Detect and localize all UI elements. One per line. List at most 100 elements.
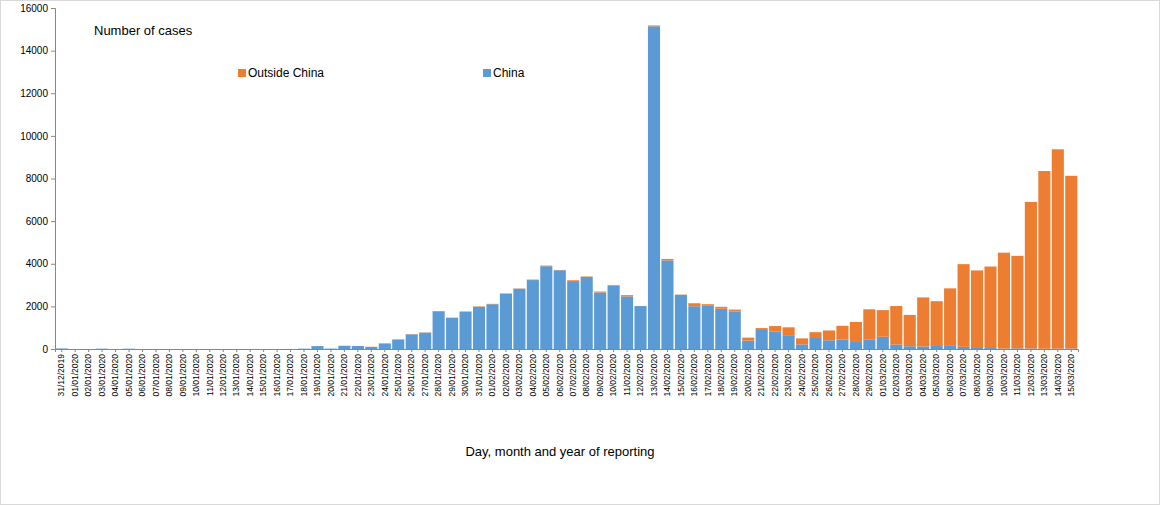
legend-label: China [493,66,525,80]
x-tick-mark [828,349,829,352]
x-tick-mark [680,349,681,352]
bar [648,25,660,27]
x-tick-mark [344,349,345,352]
x-tick-mark [532,349,533,352]
bar [944,288,956,346]
bar [379,343,391,349]
x-tick-mark [371,349,372,352]
bar [285,348,297,349]
x-tick: 25/01/2020 [393,349,403,397]
x-tick-label: 19/02/2020 [729,354,739,397]
x-tick-mark [977,349,978,352]
x-tick-label: 27/02/2020 [837,354,847,397]
x-tick-label: 08/03/2020 [972,354,982,397]
x-tick-mark [1003,349,1004,352]
bar [634,305,646,306]
series-bars [231,25,1078,349]
x-tick-mark [317,349,318,352]
x-tick-mark [546,349,547,352]
bar [863,340,875,349]
x-tick-mark [788,349,789,352]
x-tick-label: 14/01/2020 [245,354,255,397]
x-tick: 18/01/2020 [299,349,309,397]
x-tick-label: 10/01/2020 [191,354,201,397]
x-tick-label: 15/01/2020 [258,354,268,397]
x-tick-label: 05/01/2020 [124,354,134,397]
bar [69,349,81,350]
x-tick-mark [452,349,453,352]
x-tick-label: 10/03/2020 [999,354,1009,397]
bar [96,348,108,349]
x-tick-label: 23/02/2020 [783,354,793,397]
x-tick: 21/02/2020 [756,349,766,397]
bar [365,347,377,349]
bar [850,322,862,342]
bar [271,348,283,349]
bar [688,306,700,349]
bar [365,346,377,347]
bar [729,310,741,312]
x-tick-label: 07/01/2020 [151,354,161,397]
x-tick-mark [425,349,426,352]
x-tick-label: 08/02/2020 [581,354,591,397]
x-tick-mark [950,349,951,352]
x-tick: 28/02/2020 [851,349,861,397]
x-tick-mark [815,349,816,352]
x-tick-mark [734,349,735,352]
x-tick-mark [61,349,62,352]
x-tick-mark [357,349,358,352]
bar [944,346,956,349]
legend: Outside ChinaChina [238,66,525,80]
y-tick: 16000 [20,3,55,14]
x-tick-mark [169,349,170,352]
x-tick: 25/02/2020 [810,349,820,397]
y-tick-label: 10000 [20,131,48,142]
x-tick: 23/02/2020 [783,349,793,397]
bar [796,338,808,344]
bar [783,335,795,349]
bar [540,266,552,349]
x-tick: 14/02/2020 [662,349,672,397]
bar [958,264,970,347]
bar [931,301,943,346]
x-tick-label: 13/02/2020 [649,354,659,397]
bar [1052,149,1064,348]
x-tick-mark [923,349,924,352]
bar [1065,176,1077,349]
bar [231,349,243,350]
x-tick-mark [559,349,560,352]
x-tick-label: 04/02/2020 [528,354,538,397]
y-tick-mark [51,264,55,265]
x-tick-label: 01/01/2020 [70,354,80,397]
bar [56,348,68,349]
y-tick-label: 6000 [26,216,49,227]
legend-item: China [483,66,525,80]
y-tick-label: 8000 [26,173,49,184]
y-tick: 0 [42,344,55,355]
x-tick-label: 25/01/2020 [393,354,403,397]
x-tick: 30/01/2020 [460,349,470,397]
x-tick-mark [1044,349,1045,352]
x-tick-label: 22/01/2020 [353,354,363,397]
x-tick-mark [775,349,776,352]
x-tick-label: 20/02/2020 [743,354,753,397]
y-tick-mark [51,179,55,180]
x-tick-mark [1057,349,1058,352]
x-tick-label: 21/02/2020 [756,354,766,397]
bar [608,286,620,349]
x-tick: 13/02/2020 [649,349,659,397]
x-tick: 05/02/2020 [541,349,551,397]
x-tick-mark [842,349,843,352]
x-tick-label: 02/03/2020 [891,354,901,397]
x-tick: 02/03/2020 [891,349,901,397]
x-tick-label: 05/03/2020 [931,354,941,397]
x-tick-mark [586,349,587,352]
x-tick-mark [263,349,264,352]
x-tick-label: 11/01/2020 [205,354,215,396]
x-tick-label: 17/02/2020 [703,354,713,397]
x-tick-label: 25/02/2020 [810,354,820,397]
x-tick-mark [909,349,910,352]
bar [83,349,95,350]
x-tick-mark [748,349,749,352]
x-tick-mark [115,349,116,352]
